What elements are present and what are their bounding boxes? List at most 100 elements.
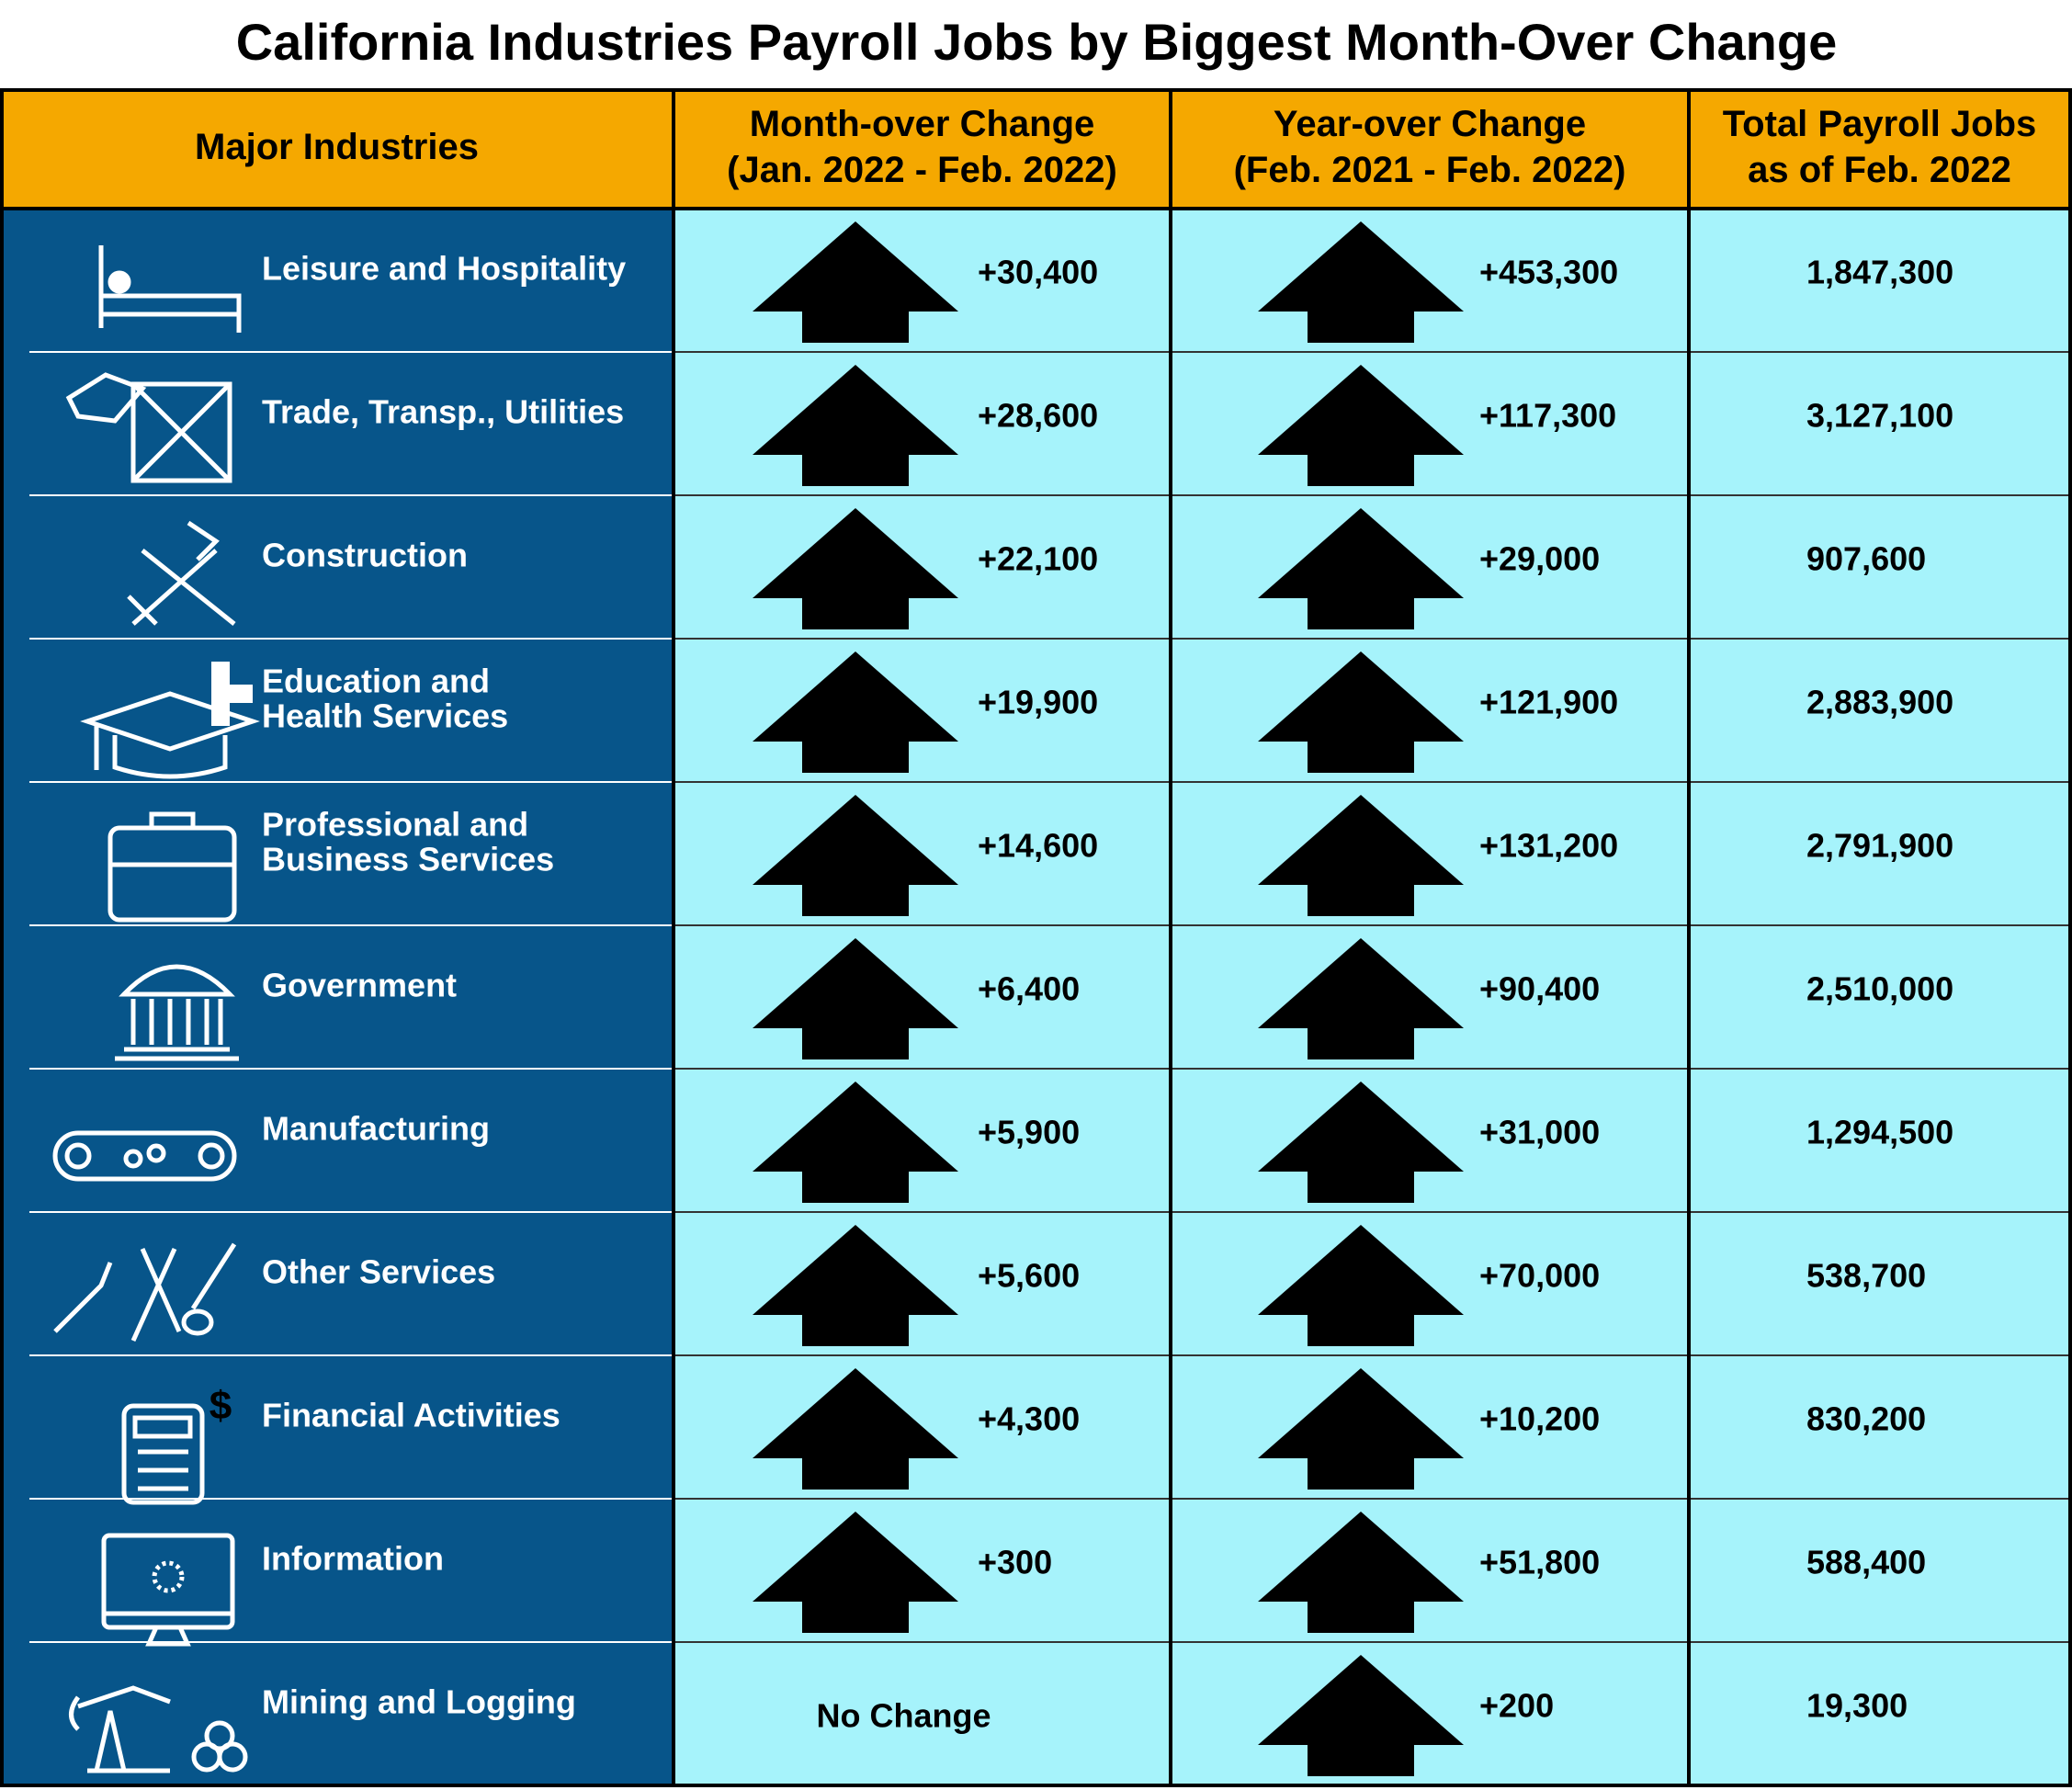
up-arrow xyxy=(753,651,958,773)
up-arrow xyxy=(753,1225,958,1346)
total-jobs: 3,127,100 xyxy=(1806,397,1953,435)
up-arrow xyxy=(1258,1368,1464,1490)
icon-part xyxy=(146,1143,166,1163)
icon-part xyxy=(130,381,232,483)
icon-part xyxy=(204,1720,235,1751)
industry-icon xyxy=(98,245,242,333)
up-arrow xyxy=(1258,508,1464,629)
industry-icon xyxy=(127,520,236,626)
industry-name: Information xyxy=(262,1540,444,1578)
icon-part: $ xyxy=(209,1384,232,1429)
year-change: +200 xyxy=(1479,1687,1554,1725)
total-jobs: 830,200 xyxy=(1806,1400,1926,1438)
up-arrow xyxy=(1258,1655,1464,1776)
year-change: +131,200 xyxy=(1479,827,1618,865)
header-text: (Feb. 2021 - Feb. 2022) xyxy=(1234,150,1626,190)
total-jobs: 2,883,900 xyxy=(1806,684,1953,721)
icon-part xyxy=(127,520,236,626)
month-change: +5,900 xyxy=(978,1114,1080,1151)
icon-part xyxy=(152,1560,185,1593)
month-change: +14,600 xyxy=(978,827,1098,865)
icon-part xyxy=(115,964,239,1061)
up-arrow xyxy=(1258,1082,1464,1203)
icon-part xyxy=(104,1611,232,1647)
industry-icon xyxy=(69,1685,248,1773)
total-jobs: 1,847,300 xyxy=(1806,254,1953,291)
industry-icon xyxy=(115,964,239,1061)
industry-icon: $ xyxy=(121,1384,232,1505)
icon-part xyxy=(69,1685,171,1773)
header-text: Total Payroll Jobs xyxy=(1723,104,2037,144)
up-arrow xyxy=(1258,365,1464,486)
icon-part xyxy=(181,1309,214,1336)
icon-part xyxy=(217,1741,248,1773)
icon-part xyxy=(53,1242,237,1342)
icon-part xyxy=(64,1142,92,1170)
up-arrow xyxy=(753,795,958,916)
month-change: +30,400 xyxy=(978,254,1098,291)
total-jobs: 538,700 xyxy=(1806,1257,1926,1295)
icon-part xyxy=(123,1149,143,1169)
industry-column-bg xyxy=(2,209,674,1785)
industry-name: Education and xyxy=(262,663,490,700)
industry-name: Professional and xyxy=(262,806,528,844)
industry-name: Leisure and Hospitality xyxy=(262,250,626,288)
table-border xyxy=(0,88,2072,1787)
icon-part xyxy=(121,1403,205,1505)
year-change: +29,000 xyxy=(1479,540,1600,578)
industry-icon xyxy=(101,1533,235,1647)
year-change: +70,000 xyxy=(1479,1257,1600,1295)
header-bg xyxy=(2,90,2070,209)
icon-part xyxy=(108,825,237,923)
industry-name: Trade, Transp., Utilities xyxy=(262,393,624,431)
icon-part xyxy=(132,1415,193,1439)
month-change: +28,600 xyxy=(978,397,1098,435)
up-arrow xyxy=(1258,1225,1464,1346)
month-change: +4,300 xyxy=(978,1400,1080,1438)
industry-icon xyxy=(65,372,232,483)
total-jobs: 907,600 xyxy=(1806,540,1926,578)
industry-name: Business Services xyxy=(262,841,554,878)
up-arrow xyxy=(753,938,958,1059)
year-change: +51,800 xyxy=(1479,1544,1600,1581)
icon-part xyxy=(211,662,253,726)
industry-name: Construction xyxy=(262,537,468,574)
industry-icon xyxy=(80,662,260,779)
industry-icon xyxy=(52,1130,237,1182)
up-arrow xyxy=(1258,795,1464,916)
no-change: No Change xyxy=(816,1697,991,1735)
industry-name: Financial Activities xyxy=(262,1397,560,1434)
year-change: +121,900 xyxy=(1479,684,1618,721)
month-change: +6,400 xyxy=(978,970,1080,1008)
year-change: +90,400 xyxy=(1479,970,1600,1008)
up-arrow xyxy=(753,508,958,629)
icon-part xyxy=(101,1533,235,1630)
month-change: +5,600 xyxy=(978,1257,1080,1295)
header-text: Major Industries xyxy=(195,127,479,167)
month-change: +19,900 xyxy=(978,684,1098,721)
up-arrow xyxy=(753,1082,958,1203)
icon-part xyxy=(198,1142,225,1170)
industry-icon xyxy=(108,811,237,923)
icon-part xyxy=(80,691,260,779)
icon-part xyxy=(108,270,131,294)
icon-part xyxy=(98,245,242,333)
month-change: +22,100 xyxy=(978,540,1098,578)
industry-name: Other Services xyxy=(262,1253,495,1291)
header-text: Year-over Change xyxy=(1274,104,1586,144)
icon-part xyxy=(65,372,232,482)
total-jobs: 588,400 xyxy=(1806,1544,1926,1581)
up-arrow xyxy=(1258,1512,1464,1633)
industry-name: Government xyxy=(262,967,457,1004)
total-jobs: 2,510,000 xyxy=(1806,970,1953,1008)
year-change: +10,200 xyxy=(1479,1400,1600,1438)
title: California Industries Payroll Jobs by Bi… xyxy=(236,13,1838,71)
industry-icon xyxy=(53,1242,237,1342)
up-arrow xyxy=(1258,221,1464,343)
industry-name: Health Services xyxy=(262,697,508,735)
total-jobs: 19,300 xyxy=(1806,1687,1908,1725)
industry-name: Mining and Logging xyxy=(262,1683,576,1721)
icon-part xyxy=(110,811,234,867)
icon-part xyxy=(138,1449,188,1491)
up-arrow xyxy=(1258,938,1464,1059)
